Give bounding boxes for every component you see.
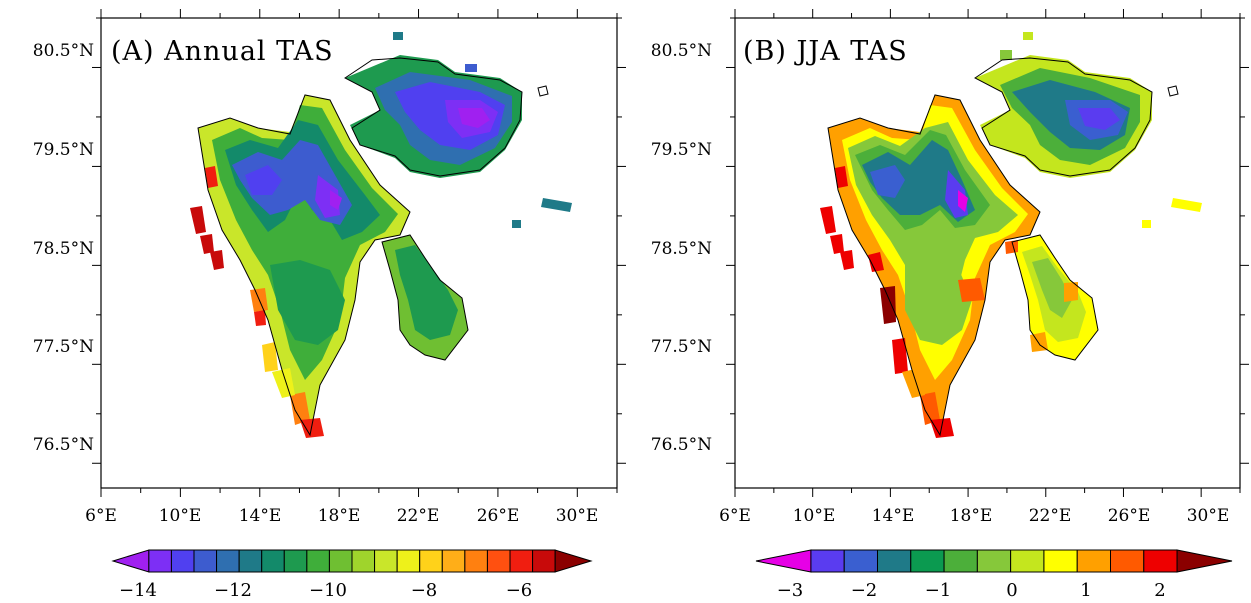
- lat-label: 80.5°N: [33, 41, 94, 61]
- colorbar-swatch: [943, 549, 978, 573]
- lat-label: 76.5°N: [651, 435, 712, 455]
- lon-label: 14°E: [872, 506, 915, 526]
- panel-a: 80.5°N 79.5°N 78.5°N 77.5°N 76.5°N 6°E 1…: [33, 9, 626, 601]
- colorbar-swatch: [486, 549, 511, 573]
- lat-label: 78.5°N: [33, 239, 94, 259]
- colorbar-label: −8: [411, 580, 438, 601]
- colorbar-swatch: [374, 549, 398, 573]
- colorbar-label: 1: [1080, 580, 1091, 601]
- panel-b-title: (B) JJA TAS: [743, 36, 908, 67]
- colorbar-label: −10: [309, 580, 347, 601]
- colorbar-label: 0: [1006, 580, 1017, 601]
- lon-label: 30°E: [1187, 506, 1230, 526]
- colorbar-swatch: [843, 549, 878, 573]
- colorbar-swatch: [216, 549, 240, 573]
- colorbar-swatch: [306, 549, 330, 573]
- lon-label: 26°E: [1108, 506, 1151, 526]
- colorbar-swatch: [396, 549, 421, 573]
- colorbar-swatch: [1143, 549, 1178, 573]
- panel-b-coastline: [827, 57, 1179, 437]
- lat-label: 77.5°N: [651, 337, 712, 357]
- lat-label: 79.5°N: [33, 140, 94, 160]
- panel-a-lon-labels: 6°E 10°E 14°E 18°E 22°E 26°E 30°E: [85, 506, 598, 526]
- colorbar-swatch: [532, 549, 556, 573]
- panel-a-title: (A) Annual TAS: [111, 36, 334, 67]
- colorbar-swatch: [261, 549, 285, 573]
- colorbar-label: −14: [119, 580, 157, 601]
- panel-a-ticks: [92, 9, 626, 497]
- lon-label: 22°E: [1029, 506, 1072, 526]
- lon-label: 10°E: [159, 506, 202, 526]
- panel-a-colorbar: [111, 549, 593, 573]
- panel-b-field: [820, 32, 1202, 438]
- colorbar-swatch: [509, 549, 534, 573]
- colorbar-swatch: [419, 549, 443, 573]
- lon-label: 26°E: [477, 506, 520, 526]
- colorbar-swatch: [328, 549, 353, 573]
- lon-label: 18°E: [318, 506, 361, 526]
- panel-a-map: [190, 32, 572, 438]
- lat-label: 76.5°N: [33, 435, 94, 455]
- panel-b-colorbar: [755, 549, 1233, 573]
- colorbar-swatch: [1043, 549, 1078, 573]
- lat-label: 79.5°N: [651, 140, 712, 160]
- colorbar-label: −1: [925, 580, 952, 601]
- colorbar-swatch: [283, 549, 308, 573]
- panel-a-colorbar-labels: −14 −12 −10 −8 −6: [119, 580, 532, 601]
- panel-a-field: [190, 32, 572, 438]
- colorbar-swatch: [976, 549, 1012, 573]
- colorbar-label: −3: [777, 580, 804, 601]
- colorbar-swatch: [464, 549, 488, 573]
- panel-b-map: [820, 32, 1202, 438]
- panel-b-lat-labels: 80.5°N 79.5°N 78.5°N 77.5°N 76.5°N: [651, 41, 712, 455]
- panel-b: 80.5°N 79.5°N 78.5°N 77.5°N 76.5°N 6°E 1…: [651, 9, 1249, 601]
- colorbar-swatch: [193, 549, 218, 573]
- colorbar-swatch: [238, 549, 263, 573]
- lon-label: 18°E: [950, 506, 993, 526]
- colorbar-swatch: [1176, 549, 1233, 573]
- lat-label: 77.5°N: [33, 337, 94, 357]
- colorbar-label: −6: [506, 580, 533, 601]
- lon-label: 6°E: [719, 506, 751, 526]
- panel-a-coastline: [197, 57, 549, 437]
- lon-label: 10°E: [793, 506, 836, 526]
- colorbar-swatch: [148, 549, 172, 573]
- panel-b-lon-labels: 6°E 10°E 14°E 18°E 22°E 26°E 30°E: [719, 506, 1229, 526]
- panel-b-ticks: [726, 9, 1249, 497]
- colorbar-swatch: [1110, 549, 1145, 573]
- colorbar-label: 2: [1154, 580, 1165, 601]
- colorbar-swatch: [1076, 549, 1112, 573]
- colorbar-swatch: [441, 549, 466, 573]
- colorbar-swatch: [554, 549, 593, 573]
- colorbar-swatch: [111, 549, 150, 573]
- lon-label: 22°E: [397, 506, 440, 526]
- colorbar-swatch: [810, 549, 845, 573]
- panel-a-lat-labels: 80.5°N 79.5°N 78.5°N 77.5°N 76.5°N: [33, 41, 94, 455]
- colorbar-label: −12: [214, 580, 252, 601]
- colorbar-swatch: [170, 549, 195, 573]
- lon-label: 30°E: [556, 506, 599, 526]
- lon-label: 6°E: [85, 506, 117, 526]
- colorbar-swatch: [1010, 549, 1045, 573]
- colorbar-label: −2: [851, 580, 878, 601]
- lat-label: 80.5°N: [651, 41, 712, 61]
- lat-label: 78.5°N: [651, 239, 712, 259]
- colorbar-swatch: [351, 549, 376, 573]
- colorbar-swatch: [910, 549, 945, 573]
- panel-b-colorbar-labels: −3 −2 −1 0 1 2: [777, 580, 1166, 601]
- colorbar-swatch: [755, 549, 812, 573]
- colorbar-swatch: [876, 549, 912, 573]
- lon-label: 14°E: [239, 506, 282, 526]
